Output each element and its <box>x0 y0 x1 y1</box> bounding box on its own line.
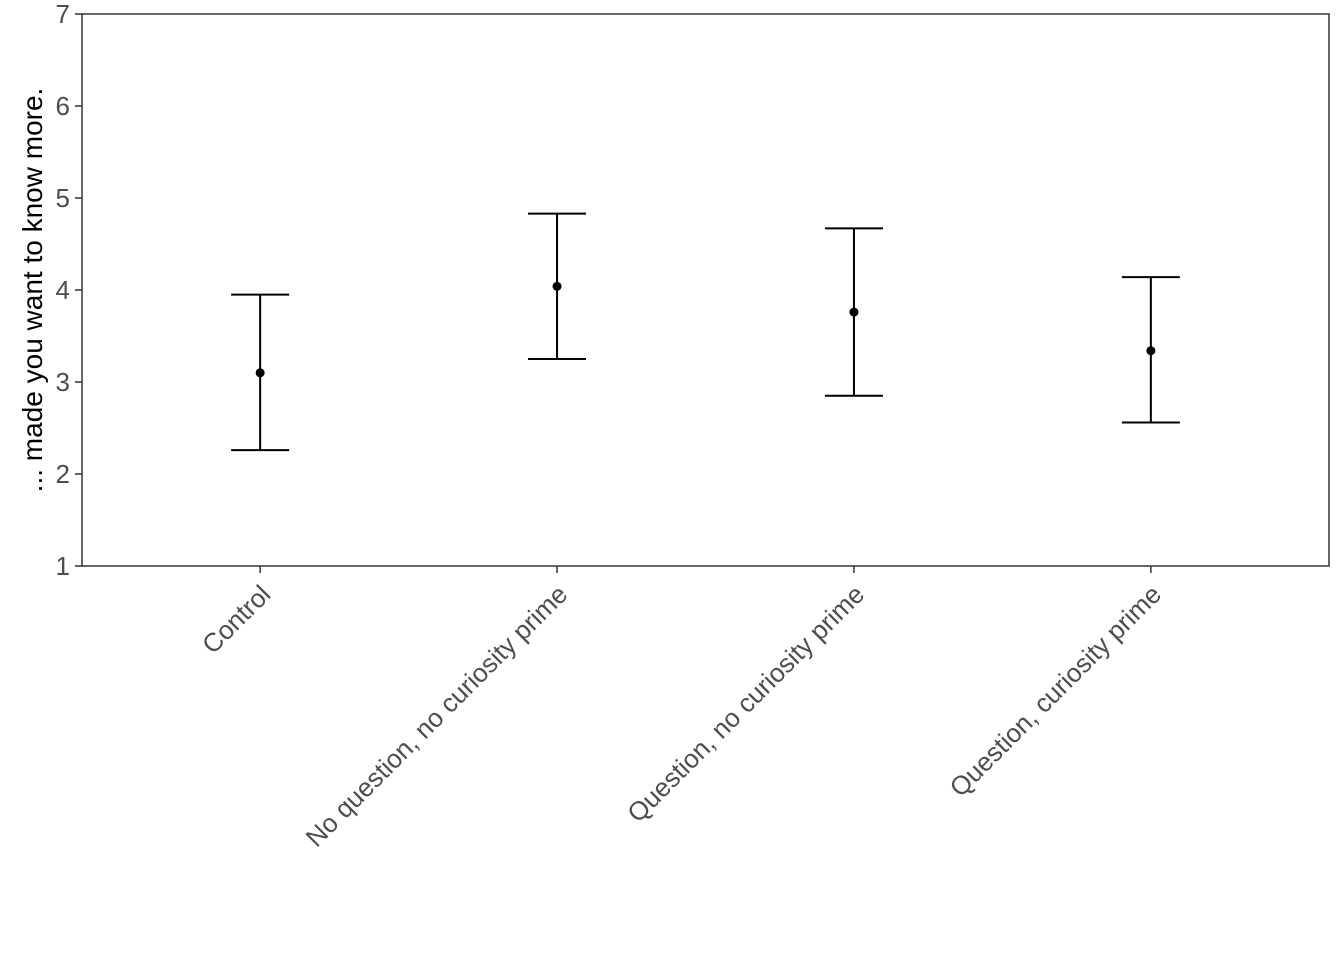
x-tick-label: Question, no curiosity prime <box>621 579 870 828</box>
errorbar-group <box>231 293 290 452</box>
mean-point <box>552 281 562 291</box>
mean-point <box>1146 346 1156 356</box>
y-tick-label: 1 <box>56 551 70 581</box>
y-axis-ticks: 1 2 3 4 5 6 7 <box>56 0 82 581</box>
x-tick-label: Control <box>196 579 276 659</box>
plot-panel-border <box>81 13 1330 567</box>
y-tick-label: 5 <box>56 183 70 213</box>
plot-marks <box>231 212 1180 452</box>
mean-point <box>849 307 859 317</box>
x-axis-ticks: Control No question, no curiosity prime Qu… <box>196 566 1167 853</box>
y-tick-label: 6 <box>56 91 70 121</box>
errorbar-group <box>528 212 587 360</box>
y-tick-label: 7 <box>56 0 70 29</box>
y-tick-label: 2 <box>56 459 70 489</box>
x-tick-label: Question, curiosity prime <box>944 579 1168 803</box>
errorbar-group <box>824 227 883 397</box>
y-tick-label: 3 <box>56 367 70 397</box>
x-tick-label: No question, no curiosity prime <box>300 579 574 853</box>
y-axis-title: ... made you want to know more. <box>17 88 48 493</box>
y-tick-label: 4 <box>56 275 70 305</box>
mean-point <box>255 368 265 378</box>
errorbar-group <box>1121 276 1180 424</box>
